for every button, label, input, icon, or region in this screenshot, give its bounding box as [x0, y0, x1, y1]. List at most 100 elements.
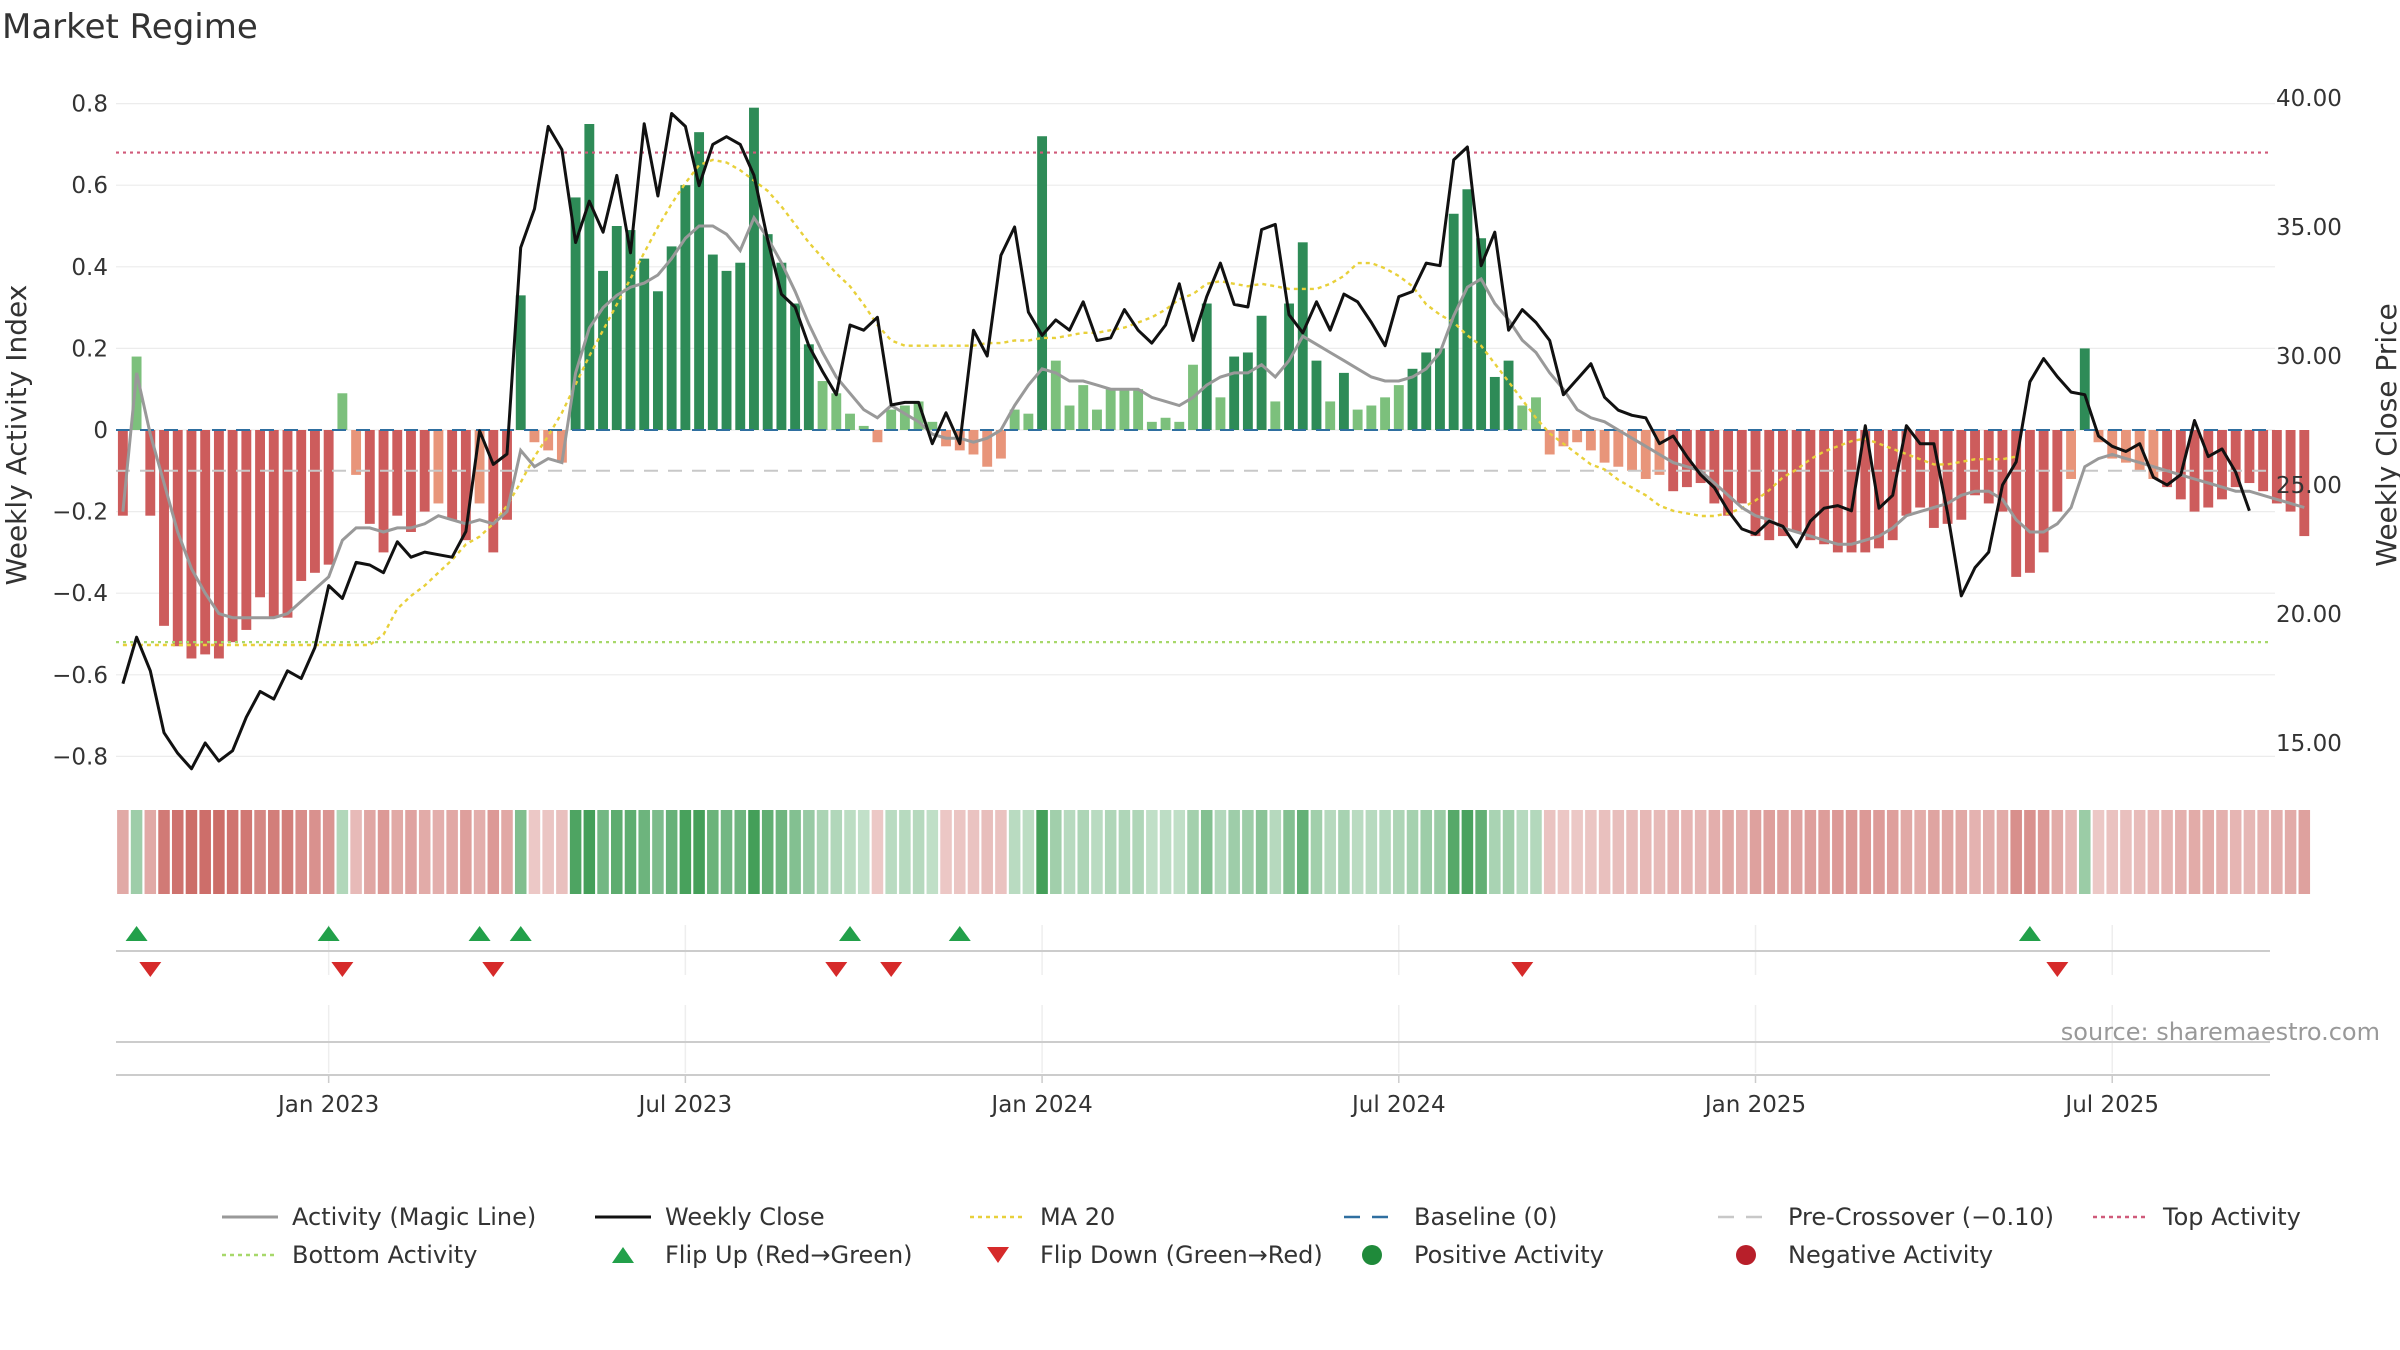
- activity-bar: [2134, 430, 2145, 471]
- heat-cell: [1091, 810, 1103, 894]
- activity-bar: [2038, 430, 2049, 553]
- legend-label: Negative Activity: [1788, 1241, 1993, 1269]
- heat-cell: [199, 810, 211, 894]
- heat-cell: [185, 810, 198, 894]
- activity-bar: [2079, 348, 2090, 430]
- activity-bar: [1613, 430, 1624, 467]
- activity-bar: [886, 409, 897, 430]
- activity-bar: [1489, 376, 1500, 430]
- heat-cell: [1749, 810, 1762, 894]
- activity-bar: [447, 430, 458, 520]
- heat-cell: [967, 810, 980, 894]
- heat-cell: [1612, 810, 1625, 894]
- flip-up-marker: [468, 926, 491, 941]
- activity-bar: [2230, 430, 2241, 488]
- activity-bar: [1627, 430, 1637, 471]
- heat-cell: [926, 810, 939, 894]
- y-axis-label-left: Weekly Activity Index: [0, 285, 33, 586]
- heat-cell: [460, 810, 472, 894]
- activity-bar: [694, 132, 705, 430]
- y-tick-right: 30.00: [2276, 344, 2342, 370]
- activity-bar: [2066, 430, 2077, 479]
- activity-bar: [227, 430, 238, 643]
- activity-bar: [1009, 409, 1020, 430]
- heat-cell: [1351, 810, 1364, 894]
- activity-bar: [584, 124, 595, 430]
- heat-cell: [1516, 810, 1529, 894]
- activity-bar: [488, 430, 499, 553]
- heat-cell: [569, 810, 582, 894]
- heat-cell: [1118, 810, 1131, 894]
- heat-cell: [1077, 810, 1090, 894]
- heat-cell: [281, 810, 294, 894]
- heat-cell: [1681, 810, 1693, 894]
- y-tick-left: 0: [93, 418, 108, 444]
- legend-label: Positive Activity: [1414, 1241, 1604, 1269]
- activity-bar: [2285, 430, 2296, 512]
- heat-cell: [1928, 810, 1940, 894]
- heat-cell: [748, 810, 760, 894]
- heat-cell: [1146, 810, 1158, 894]
- heat-cell: [2161, 810, 2173, 894]
- heat-cell: [1557, 810, 1570, 894]
- heat-cell: [2133, 810, 2146, 894]
- heat-cell: [2010, 810, 2022, 894]
- activity-bar: [1544, 430, 1555, 455]
- activity-bar: [1517, 405, 1528, 430]
- activity-bar: [927, 421, 938, 430]
- x-tick-label: Jul 2025: [2063, 1092, 2159, 1118]
- heat-cell: [1406, 810, 1419, 894]
- activity-bar: [1942, 430, 1953, 524]
- activity-bar: [419, 430, 430, 512]
- activity-bar: [1311, 360, 1322, 430]
- heat-cell: [542, 810, 554, 894]
- flip-down-marker: [331, 962, 354, 977]
- activity-bar: [406, 430, 416, 532]
- activity-bar: [474, 430, 485, 504]
- heat-cell: [1379, 810, 1391, 894]
- heat-cell: [1393, 810, 1405, 894]
- heat-cell: [2188, 810, 2201, 894]
- flip-up-marker: [2018, 926, 2041, 941]
- heat-cell: [1187, 810, 1199, 894]
- heat-cell: [1914, 810, 1926, 894]
- bottom-panel: [116, 1005, 2270, 1076]
- heat-cell: [405, 810, 417, 894]
- legend-swatch: [987, 1247, 1009, 1263]
- activity-bar: [1928, 430, 1939, 528]
- heat-cell: [268, 810, 280, 894]
- activity-bar: [2299, 430, 2310, 537]
- y-tick-left: −0.2: [52, 500, 108, 526]
- flip-down-marker: [2046, 962, 2069, 977]
- heat-cell: [981, 810, 993, 894]
- heat-cell: [830, 810, 843, 894]
- heat-cell: [2243, 810, 2256, 894]
- heat-cell: [364, 810, 376, 894]
- heat-cell: [1461, 810, 1474, 894]
- heat-cell: [2229, 810, 2242, 894]
- heat-cell: [1873, 810, 1885, 894]
- activity-bar: [1092, 409, 1102, 430]
- activity-bar: [1133, 389, 1144, 430]
- activity-bar: [323, 430, 334, 565]
- heat-cell: [1585, 810, 1597, 894]
- activity-bar: [1023, 413, 1034, 430]
- heat-cell: [844, 810, 856, 894]
- activity-bar: [1874, 430, 1884, 549]
- activity-bar: [1846, 430, 1857, 553]
- flip-up-marker: [509, 926, 532, 941]
- heat-cell: [1804, 810, 1817, 894]
- activity-bar: [1050, 360, 1061, 430]
- activity-bar: [2203, 430, 2214, 508]
- activity-bar: [1160, 417, 1171, 430]
- heat-cell: [1434, 810, 1446, 894]
- activity-bar: [1585, 430, 1596, 451]
- activity-bar: [2217, 430, 2227, 500]
- activity-bar: [1983, 430, 1994, 504]
- activity-bar: [1997, 430, 2008, 512]
- activity-bar: [749, 107, 759, 431]
- y-tick-right: 35.00: [2276, 215, 2342, 241]
- activity-bar: [735, 262, 746, 430]
- heat-cell: [2037, 810, 2050, 894]
- activity-bar: [1325, 401, 1336, 430]
